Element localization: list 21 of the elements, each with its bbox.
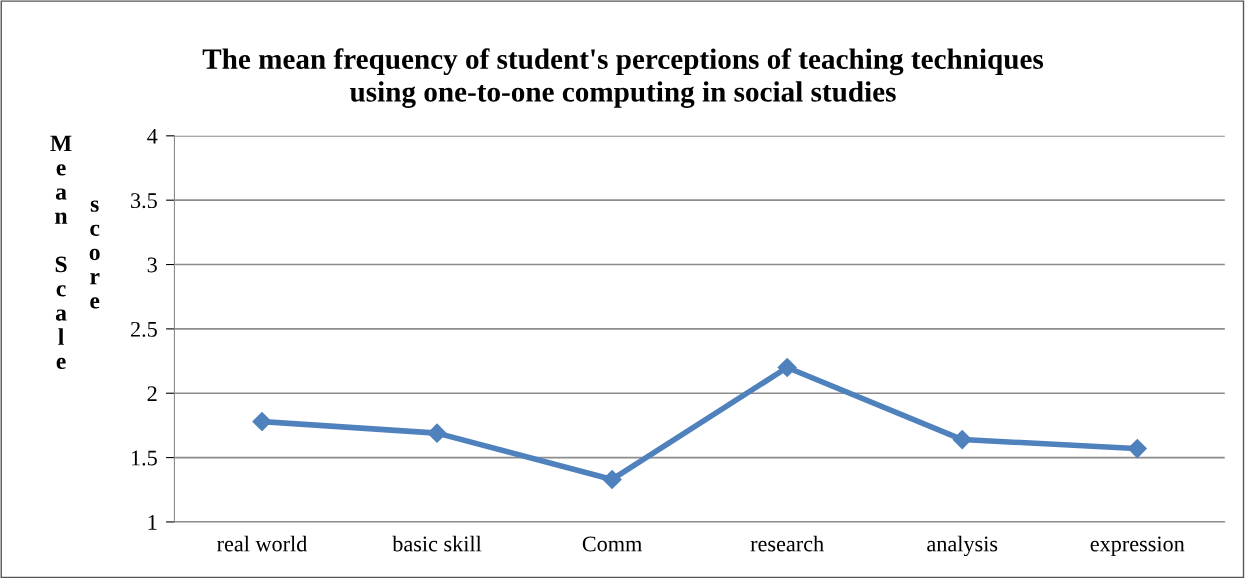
- y-tick-label: 3.5: [131, 193, 157, 209]
- text: Mean Scale score: [50, 135, 100, 370]
- point: [1127, 439, 1147, 459]
- point: [252, 412, 272, 432]
- x-tick-label: Comm: [582, 536, 642, 552]
- y-tick-label: 1.5: [131, 450, 157, 466]
- x-tick-label: expression: [1090, 536, 1185, 556]
- point: [602, 469, 622, 489]
- x-tick-label: analysis: [927, 535, 998, 557]
- y-tick-label: 4: [147, 128, 158, 144]
- point: [952, 430, 972, 450]
- y-tick-label: 3: [147, 257, 157, 273]
- x-tick-label: real world: [217, 535, 308, 552]
- chart-title: The mean frequency of student's perceptions of teaching techniques using one-to-one computing in social studies: [202, 48, 1044, 108]
- point: [427, 423, 447, 443]
- y-tick-label: 2: [147, 386, 157, 401]
- y-tick-label: 2.5: [130, 321, 157, 337]
- x-tick-label: research: [750, 535, 824, 552]
- x-tick-label: basic skill: [392, 535, 482, 552]
- point: [777, 357, 797, 378]
- y-tick-label: 1: [148, 514, 157, 530]
